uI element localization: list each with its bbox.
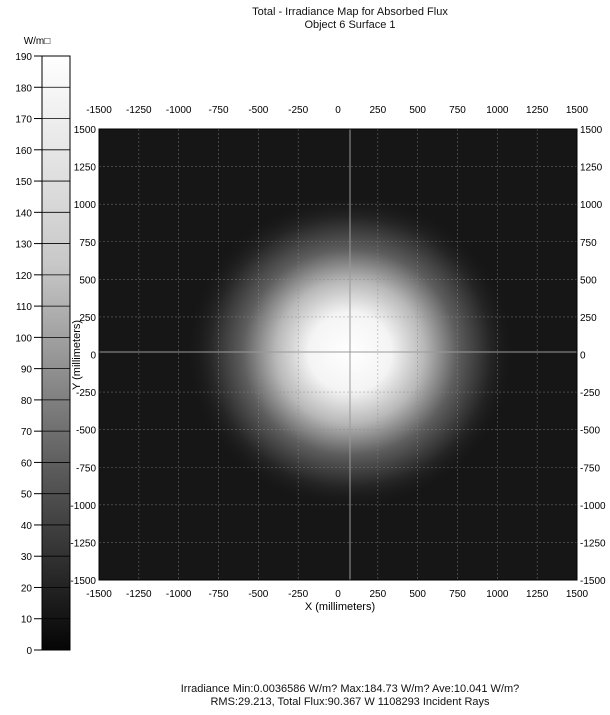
colorbar-tick-label: 90 bbox=[21, 365, 33, 376]
y-tick-label-left: 1250 bbox=[74, 163, 97, 174]
x-tick-label-top: 250 bbox=[369, 105, 386, 116]
x-tick-label-bottom: -250 bbox=[288, 589, 308, 600]
y-tick-label-right: 1250 bbox=[580, 163, 603, 174]
y-tick-label-right: 1500 bbox=[580, 125, 603, 136]
x-tick-label-top: 750 bbox=[449, 105, 466, 116]
y-tick-label-right: -1250 bbox=[580, 538, 606, 549]
colorbar-tick-label: 180 bbox=[15, 83, 32, 94]
colorbar-tick-label: 160 bbox=[15, 146, 32, 157]
x-tick-label-bottom: -500 bbox=[248, 589, 268, 600]
colorbar-tick-label: 50 bbox=[21, 490, 33, 501]
chart-title-block: Total - Irradiance Map for Absorbed Flux… bbox=[200, 6, 500, 32]
colorbar-unit-label: W/m□ bbox=[24, 36, 51, 47]
stats-block: Irradiance Min:0.0036586 W/m? Max:184.73… bbox=[100, 683, 600, 709]
y-tick-label-left: -1500 bbox=[70, 576, 96, 587]
stats-line-1: Irradiance Min:0.0036586 W/m? Max:184.73… bbox=[180, 683, 520, 695]
x-tick-label-top: 0 bbox=[335, 105, 341, 116]
y-tick-label-left: 1000 bbox=[74, 200, 97, 211]
colorbar-tick-label: 120 bbox=[15, 271, 32, 282]
y-tick-label-left: -250 bbox=[76, 388, 96, 399]
x-tick-label-top: 1250 bbox=[526, 105, 549, 116]
grid-lines bbox=[99, 129, 577, 580]
y-tick-label-right: -1500 bbox=[580, 576, 606, 587]
x-tick-label-top: -1250 bbox=[126, 105, 152, 116]
colorbar-tick-label: 30 bbox=[21, 552, 33, 563]
y-tick-label-left: -1250 bbox=[70, 538, 96, 549]
x-tick-label-top: -750 bbox=[208, 105, 228, 116]
y-tick-label-left: -500 bbox=[76, 426, 96, 437]
colorbar-tick-label: 110 bbox=[16, 302, 32, 313]
y-tick-label-right: 500 bbox=[580, 275, 597, 286]
y-tick-label-right: 250 bbox=[580, 313, 597, 324]
y-axis-label: Y (millimeters) bbox=[71, 320, 83, 390]
chart-title: Total - Irradiance Map for Absorbed Flux bbox=[252, 6, 448, 18]
y-tick-label-right: 0 bbox=[580, 351, 586, 362]
colorbar-tick-label: 0 bbox=[26, 646, 32, 657]
colorbar-tick-label: 190 bbox=[15, 52, 32, 63]
x-tick-labels-bottom: -1500 -1250 -1000 -750 -500 -250 0 250 500 750 100… bbox=[86, 589, 588, 600]
y-tick-label-left: 500 bbox=[79, 275, 96, 286]
colorbar-tick-label: 10 bbox=[21, 615, 33, 626]
x-tick-label-top: 1500 bbox=[566, 105, 589, 116]
x-tick-label-bottom: 1500 bbox=[566, 589, 589, 600]
heatmap bbox=[98, 128, 578, 581]
x-tick-label-bottom: -750 bbox=[208, 589, 228, 600]
colorbar-tick-label: 130 bbox=[15, 240, 32, 251]
x-tick-label-bottom: -1250 bbox=[126, 589, 152, 600]
x-tick-label-bottom: 0 bbox=[335, 589, 341, 600]
colorbar-tick-label: 40 bbox=[21, 521, 33, 532]
stats-line-2: RMS:29.213, Total Flux:90.367 W 1108293 … bbox=[210, 696, 490, 708]
y-tick-label-left: -1000 bbox=[70, 501, 96, 512]
y-tick-label-left: 750 bbox=[79, 238, 96, 249]
colorbar-tick-label: 80 bbox=[21, 396, 33, 407]
y-tick-label-right: 750 bbox=[580, 238, 597, 249]
colorbar-tick-label: 20 bbox=[21, 583, 33, 594]
colorbar-tick-label: 70 bbox=[21, 427, 33, 438]
x-tick-labels-top: -1500 -1250 -1000 -750 -500 -250 0 250 500 750 100… bbox=[86, 105, 588, 116]
y-tick-labels-right: 1500 1250 1000 750 500 250 0 -250 -500 -750 -1000 -… bbox=[580, 125, 606, 587]
x-tick-label-top: -250 bbox=[288, 105, 308, 116]
x-axis-label: X (millimeters) bbox=[305, 601, 375, 613]
colorbar-tick-label: 150 bbox=[15, 177, 32, 188]
x-tick-label-top: -500 bbox=[248, 105, 268, 116]
x-tick-label-bottom: -1500 bbox=[86, 589, 112, 600]
y-tick-label-right: -750 bbox=[580, 463, 600, 474]
colorbar-gradient bbox=[41, 55, 71, 651]
colorbar-tick-label: 140 bbox=[15, 208, 32, 219]
x-tick-label-bottom: -1000 bbox=[166, 589, 192, 600]
colorbar-tick-label: 60 bbox=[21, 458, 33, 469]
x-tick-label-top: -1000 bbox=[166, 105, 192, 116]
y-tick-label-right: -1000 bbox=[580, 501, 606, 512]
y-tick-label-right: 1000 bbox=[580, 200, 603, 211]
x-tick-label-bottom: 750 bbox=[449, 589, 466, 600]
colorbar: W/m□ 19018017016015014013012011010090807… bbox=[15, 36, 71, 657]
x-tick-label-bottom: 1000 bbox=[486, 589, 509, 600]
y-tick-label-right: -250 bbox=[580, 388, 600, 399]
y-tick-label-left: 0 bbox=[90, 351, 96, 362]
y-tick-label-left: -750 bbox=[76, 463, 96, 474]
y-tick-label-left: 250 bbox=[79, 313, 96, 324]
x-tick-label-top: 1000 bbox=[486, 105, 509, 116]
chart-subtitle: Object 6 Surface 1 bbox=[304, 19, 396, 31]
plot-frame bbox=[98, 128, 578, 581]
x-tick-label-bottom: 250 bbox=[369, 589, 386, 600]
colorbar-tick-label: 170 bbox=[15, 115, 32, 126]
x-tick-label-top: 500 bbox=[409, 105, 426, 116]
colorbar-ticks: 1901801701601501401301201101009080706050… bbox=[15, 52, 70, 657]
y-tick-labels-left: 1500 1250 1000 750 500 250 0 -250 -500 -750 -1000 -… bbox=[70, 125, 96, 587]
x-tick-label-bottom: 1250 bbox=[526, 589, 549, 600]
x-tick-label-bottom: 500 bbox=[409, 589, 426, 600]
colorbar-tick-label: 100 bbox=[15, 333, 32, 344]
y-tick-label-right: -500 bbox=[580, 426, 600, 437]
x-tick-label-top: -1500 bbox=[86, 105, 112, 116]
y-tick-label-left: 1500 bbox=[74, 125, 97, 136]
